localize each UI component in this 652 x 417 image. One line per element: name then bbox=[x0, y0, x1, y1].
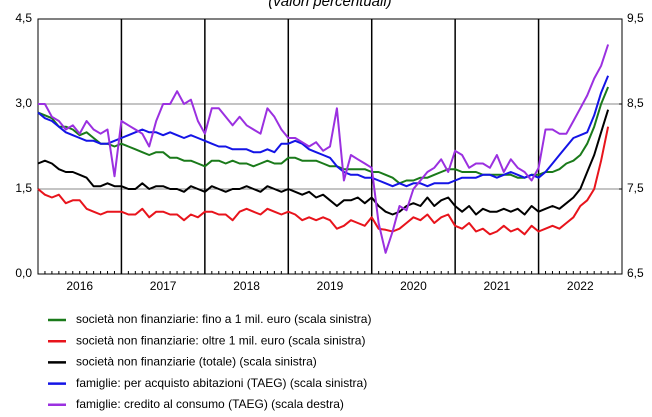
legend-label: società non finanziarie: oltre 1 mil. eu… bbox=[76, 333, 365, 347]
plot-frame bbox=[37, 18, 623, 275]
y2-tick-label: 8,5 bbox=[627, 96, 644, 110]
x-tick-label: 2022 bbox=[567, 279, 594, 293]
series-line bbox=[37, 109, 610, 216]
y-tick-label: 4,5 bbox=[15, 11, 32, 25]
x-tick-label: 2019 bbox=[317, 279, 344, 293]
x-tick-label: 2018 bbox=[233, 279, 260, 293]
y2-tick-label: 6,5 bbox=[627, 266, 644, 280]
y-tick-label: 1,5 bbox=[15, 181, 32, 195]
x-tick-label: 2021 bbox=[484, 279, 511, 293]
series-line bbox=[37, 126, 610, 236]
x-tick-label: 2017 bbox=[150, 279, 177, 293]
series-line bbox=[38, 44, 610, 254]
y2-tick-label: 9,5 bbox=[627, 11, 644, 25]
x-tick-label: 2020 bbox=[400, 279, 427, 293]
series-line bbox=[37, 86, 610, 185]
x-tick-label: 2016 bbox=[66, 279, 93, 293]
y-tick-label: 3,0 bbox=[15, 96, 32, 110]
y-tick-label: 0,0 bbox=[15, 266, 32, 280]
legend-label: società non finanziarie (totale) (scala … bbox=[76, 355, 317, 369]
chart-title: (valori percentuali) bbox=[268, 0, 391, 10]
legend-label: società non finanziarie: fino a 1 mil. e… bbox=[76, 312, 371, 326]
series-line bbox=[37, 75, 610, 188]
legend-label: famiglie: credito al consumo (TAEG) (sca… bbox=[76, 397, 344, 411]
y2-tick-label: 7,5 bbox=[627, 181, 644, 195]
legend-label: famiglie: per acquisto abitazioni (TAEG)… bbox=[76, 376, 367, 390]
